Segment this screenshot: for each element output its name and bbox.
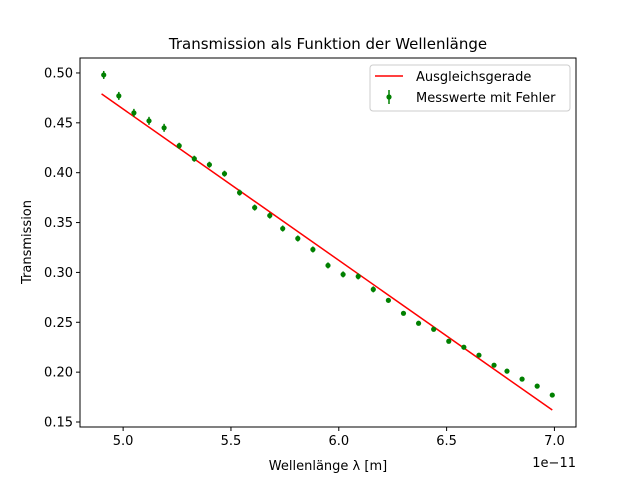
plot-area [101,70,555,411]
x-tick-label: 5.0 [113,434,134,449]
y-tick-label: 0.20 [44,366,73,381]
x-tick-label: 7.0 [544,434,565,449]
data-point [476,352,482,358]
data-point [236,190,243,196]
x-tick-label: 6.5 [436,434,457,449]
legend-errorbar-swatch [386,90,392,104]
data-point [280,225,286,232]
data-point [295,235,301,242]
x-axis-label: Wellenlänge λ [m] [269,459,387,474]
data-point [191,156,197,162]
data-point [370,286,376,292]
data-point [116,93,122,99]
axes-frame [79,57,577,428]
legend-label-measurements: Messwerte mit Fehler [416,91,556,106]
y-tick-label: 0.25 [44,316,73,331]
data-point [221,171,228,177]
x-tick-label: 5.5 [221,434,242,449]
data-point [446,338,452,344]
data-point [131,110,137,116]
chart-title: Transmission als Funktion der Wellenläng… [168,35,487,53]
data-point [325,262,331,269]
y-tick-label: 0.50 [44,66,73,81]
data-point [491,362,497,368]
data-point [549,392,555,398]
data-point [415,320,422,326]
data-point [146,118,152,124]
data-point [400,310,407,316]
data-point [252,204,258,211]
legend: Ausgleichsgerade Messwerte mit Fehler [369,64,571,112]
fit-line [101,93,553,411]
legend-errorbar-point [386,94,392,100]
data-point [461,344,467,350]
x-axis-offset-label: 1e−11 [532,456,576,471]
data-point [504,368,510,374]
legend-label-fit: Ausgleichsgerade [416,70,531,85]
data-point [340,271,346,278]
y-tick-label: 0.45 [44,116,73,131]
y-tick-label: 0.30 [44,266,73,281]
data-point [176,143,182,149]
x-tick-label: 6.0 [328,434,349,449]
x-axis: 5.0 5.5 6.0 6.5 7.0 [113,427,565,449]
data-point [267,212,273,219]
y-axis: 0.15 0.20 0.25 0.30 0.35 0.40 0.45 0.50 [44,66,80,431]
data-point [519,376,525,382]
data-point [206,162,212,168]
data-point [101,72,107,78]
data-point [355,273,361,280]
y-tick-label: 0.35 [44,216,73,231]
data-point [431,326,437,332]
data-point [534,383,540,389]
data-point [310,246,316,253]
data-point [161,125,167,131]
y-tick-label: 0.40 [44,166,73,181]
y-tick-label: 0.15 [44,416,73,431]
data-point [385,297,391,303]
y-axis-label: Transmission [20,200,35,285]
legend-box [369,64,571,112]
